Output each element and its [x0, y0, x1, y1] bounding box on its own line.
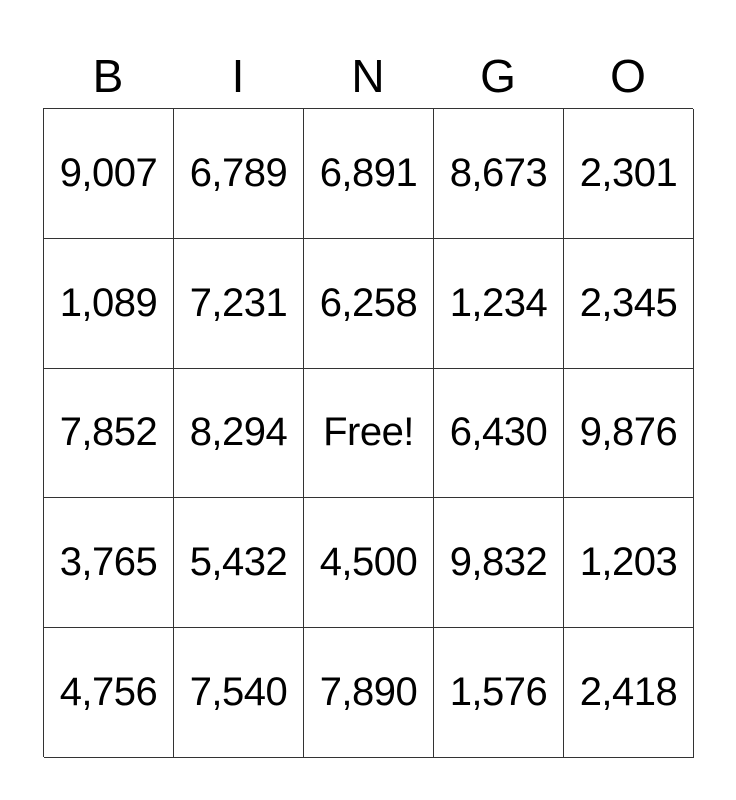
bingo-cell: 2,418	[564, 628, 694, 758]
bingo-cell: 1,089	[44, 238, 174, 369]
bingo-cell: 1,576	[434, 628, 564, 758]
bingo-cell: 4,500	[304, 498, 434, 629]
bingo-cell: 6,258	[304, 238, 434, 369]
bingo-cell: 2,345	[564, 238, 694, 369]
header-letter-b: B	[92, 50, 124, 102]
bingo-cell: 7,852	[44, 368, 174, 499]
bingo-grid: 9,007 6,789 6,891 8,673 2,301 1,089 7,23…	[43, 108, 694, 758]
bingo-cell: 7,890	[304, 628, 434, 758]
bingo-cell: 3,765	[44, 498, 174, 629]
bingo-cell: 7,540	[174, 628, 304, 758]
bingo-cell: 7,231	[174, 238, 304, 369]
free-space-cell: Free!	[304, 368, 434, 499]
bingo-cell: 9,007	[44, 109, 174, 239]
bingo-cell: 8,673	[434, 109, 564, 239]
header-letter-i: I	[231, 50, 245, 102]
bingo-cell: 1,203	[564, 498, 694, 629]
bingo-cell: 1,234	[434, 238, 564, 369]
header-letter-n: N	[351, 50, 385, 102]
bingo-header: B I N G O	[43, 48, 693, 104]
header-letter-g: G	[480, 50, 516, 102]
bingo-cell: 5,432	[174, 498, 304, 629]
bingo-cell: 9,876	[564, 368, 694, 499]
bingo-cell: 4,756	[44, 628, 174, 758]
bingo-cell: 6,891	[304, 109, 434, 239]
bingo-cell: 6,789	[174, 109, 304, 239]
bingo-cell: 9,832	[434, 498, 564, 629]
bingo-cell: 2,301	[564, 109, 694, 239]
header-letter-o: O	[610, 50, 646, 102]
bingo-cell: 6,430	[434, 368, 564, 499]
bingo-cell: 8,294	[174, 368, 304, 499]
